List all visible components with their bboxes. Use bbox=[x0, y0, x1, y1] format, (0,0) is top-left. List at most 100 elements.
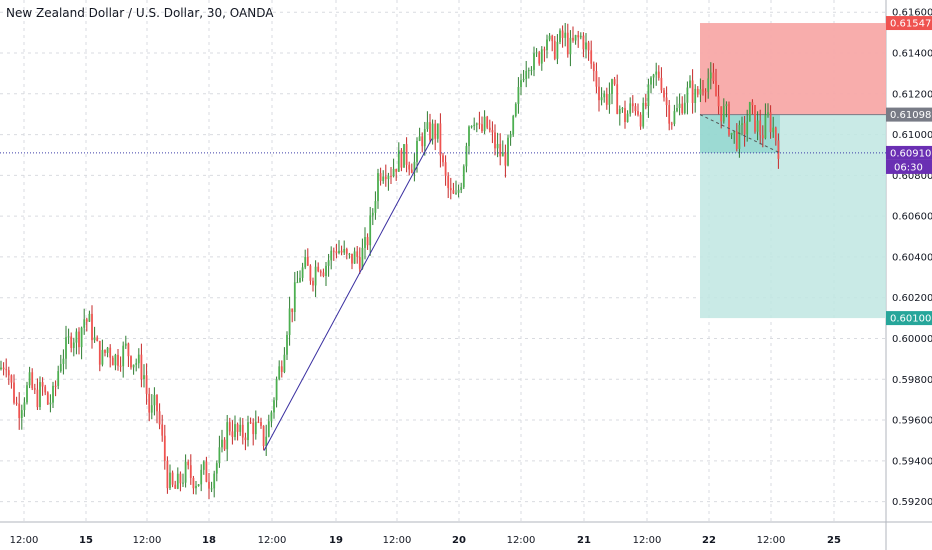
candle-body bbox=[270, 412, 273, 422]
candle-body bbox=[312, 280, 314, 286]
candle-body bbox=[273, 400, 275, 413]
price-axis[interactable]: 0.61600 0.61400 0.61200 0.61000 0.60800 0.606… bbox=[892, 8, 932, 508]
candle-body bbox=[699, 89, 702, 95]
candle-body bbox=[163, 435, 166, 461]
stop-loss-label: 0.61547 bbox=[890, 19, 931, 30]
candle-body bbox=[239, 424, 242, 432]
candle-body bbox=[119, 365, 122, 367]
candle-body bbox=[504, 152, 507, 166]
candle-body bbox=[356, 251, 359, 257]
candle-body bbox=[166, 460, 169, 489]
candle-body bbox=[187, 461, 190, 466]
candle-body bbox=[447, 175, 450, 189]
candle-body bbox=[124, 343, 127, 346]
candle-body bbox=[403, 144, 405, 168]
candle-body bbox=[182, 482, 184, 484]
candle-body bbox=[702, 89, 704, 92]
candle-body bbox=[369, 215, 372, 246]
candle-body bbox=[694, 88, 697, 103]
candle-body bbox=[439, 123, 442, 156]
candle-body bbox=[418, 136, 421, 141]
candle-body bbox=[525, 70, 528, 79]
candle-body bbox=[57, 371, 60, 386]
candle-body bbox=[582, 35, 585, 50]
candle-body bbox=[78, 331, 80, 348]
position-zones[interactable] bbox=[700, 23, 886, 319]
candle-body bbox=[759, 120, 762, 136]
candle-body bbox=[314, 266, 317, 286]
candle-body bbox=[709, 72, 712, 79]
candle-body bbox=[457, 189, 460, 193]
candle-body bbox=[283, 354, 286, 372]
candle-body bbox=[561, 30, 564, 38]
x-tick-label: 12:00 bbox=[633, 535, 662, 546]
candle-body bbox=[223, 439, 226, 450]
y-tick-label: 0.60000 bbox=[892, 334, 932, 345]
candle-body bbox=[366, 237, 369, 246]
candle-body bbox=[140, 354, 143, 380]
candle-body bbox=[91, 313, 93, 341]
candle-body bbox=[111, 357, 114, 366]
stop-loss-zone bbox=[700, 23, 886, 115]
candle-body bbox=[423, 129, 426, 147]
candle-body bbox=[343, 248, 346, 253]
candle-body bbox=[553, 41, 556, 59]
candle-body bbox=[335, 251, 338, 254]
candle-body bbox=[384, 176, 387, 180]
candle-body bbox=[130, 356, 132, 368]
candle-body bbox=[647, 84, 650, 106]
candle-body bbox=[10, 375, 13, 383]
candle-body bbox=[117, 354, 119, 366]
candle-body bbox=[473, 124, 476, 127]
x-tick-label: 25 bbox=[827, 535, 841, 546]
candle-body bbox=[46, 392, 49, 405]
candle-body bbox=[431, 123, 434, 140]
candle-body bbox=[535, 52, 538, 54]
entry-label-bg bbox=[886, 107, 932, 122]
candle-body bbox=[574, 35, 577, 41]
candle-body bbox=[288, 308, 291, 335]
candle-body bbox=[691, 80, 694, 103]
candle-body bbox=[202, 461, 205, 470]
candle-body bbox=[475, 123, 478, 125]
candle-body bbox=[663, 90, 665, 98]
candle-body bbox=[657, 71, 660, 78]
candle-body bbox=[80, 327, 83, 348]
candle-body bbox=[317, 266, 320, 272]
candle-body bbox=[481, 124, 483, 132]
candle-body bbox=[176, 473, 179, 489]
candle-body bbox=[543, 49, 546, 51]
candle-body bbox=[213, 473, 216, 489]
candle-body bbox=[530, 69, 533, 71]
price-labels: 0.61547 0.61098 0.60910 06:30 0.60100 bbox=[886, 16, 932, 326]
x-tick-label: 18 bbox=[202, 535, 216, 546]
candle-body bbox=[577, 35, 580, 38]
candle-body bbox=[379, 173, 382, 181]
candle-body bbox=[629, 103, 632, 114]
candle-body bbox=[299, 277, 301, 283]
candle-body bbox=[413, 161, 416, 173]
candle-body bbox=[161, 424, 164, 436]
candle-body bbox=[72, 342, 75, 348]
y-tick-label: 0.61000 bbox=[892, 130, 932, 141]
candle-body bbox=[408, 164, 411, 170]
candle-body bbox=[351, 253, 353, 264]
candle-body bbox=[642, 102, 645, 127]
candle-body bbox=[338, 250, 340, 254]
x-tick-label: 12:00 bbox=[383, 535, 412, 546]
candle-body bbox=[527, 70, 530, 72]
candle-body bbox=[189, 465, 192, 478]
candle-body bbox=[18, 403, 21, 419]
candle-body bbox=[200, 469, 203, 485]
candle-body bbox=[551, 35, 554, 42]
candle-body bbox=[13, 382, 15, 403]
candle-body bbox=[395, 168, 398, 172]
candle-body bbox=[468, 126, 470, 147]
candle-body bbox=[49, 402, 52, 405]
time-axis[interactable]: 12:00 15 12:00 18 12:00 19 12:00 20 12:00 21 12:00… bbox=[10, 535, 841, 546]
candle-body bbox=[678, 103, 681, 108]
candle-body bbox=[704, 91, 707, 93]
candle-body bbox=[501, 152, 504, 157]
candle-body bbox=[585, 42, 587, 50]
